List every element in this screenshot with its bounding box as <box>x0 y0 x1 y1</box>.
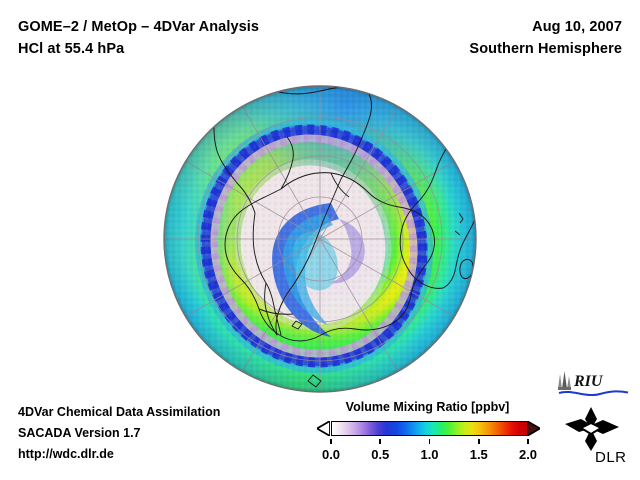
header-left: GOME–2 / MetOp – 4DVar Analysis HCl at 5… <box>18 16 259 60</box>
riu-wave-icon <box>558 390 629 396</box>
colorbar-tick-label: 2.0 <box>518 447 538 462</box>
colorbar-ticks <box>314 439 541 447</box>
colorbar-tick-labels: 0.0 0.5 1.0 1.5 2.0 <box>314 447 541 465</box>
page-subtitle: HCl at 55.4 hPa <box>18 41 125 57</box>
limb-shading <box>164 86 476 392</box>
colorbar-row <box>314 419 541 439</box>
colorbar-tick <box>477 439 480 444</box>
dlr-pinwheel-icon <box>565 407 619 451</box>
colorbar: Volume Mixing Ratio [ppbv] 0.0 0.5 1.0 1.5 2… <box>310 400 545 465</box>
colorbar-tick <box>527 439 529 444</box>
date-label: Aug 10, 2007 <box>532 19 622 35</box>
header-right: Aug 10, 2007 Southern Hemisphere <box>469 16 622 60</box>
globe-map <box>163 85 477 393</box>
footer-credits: 4DVar Chemical Data Assimilation SACADA … <box>18 402 220 465</box>
colorbar-tick-label: 0.0 <box>321 447 341 462</box>
riu-towers-icon <box>558 371 571 390</box>
colorbar-tick <box>330 439 332 444</box>
colorbar-tick-label: 1.5 <box>469 447 488 462</box>
colorbar-over-arrow-icon <box>527 421 540 436</box>
colorbar-tick <box>379 439 382 444</box>
globe-svg <box>163 85 477 393</box>
colorbar-gradient <box>331 421 528 436</box>
colorbar-tick-label: 0.5 <box>371 447 390 462</box>
dlr-logo: DLR <box>565 407 627 465</box>
colorbar-under-arrow-icon <box>317 421 330 436</box>
page-title: GOME–2 / MetOp – 4DVar Analysis <box>18 19 260 35</box>
credit-line-method: 4DVar Chemical Data Assimilation <box>18 405 221 419</box>
colorbar-title: Volume Mixing Ratio [ppbv] <box>345 400 510 414</box>
globe-limb-outline <box>163 85 477 393</box>
colorbar-tick <box>428 439 431 444</box>
credit-line-version: SACADA Version 1.7 <box>18 426 141 440</box>
riu-wordmark: RIU <box>573 373 604 390</box>
globe-disk <box>164 86 476 392</box>
colorbar-tick-label: 1.0 <box>420 447 439 462</box>
riu-logo: RIU <box>558 371 629 396</box>
region-label: Southern Hemisphere <box>469 41 622 57</box>
credit-line-url: http://wdc.dlr.de <box>18 447 114 461</box>
dlr-wordmark: DLR <box>595 449 627 465</box>
